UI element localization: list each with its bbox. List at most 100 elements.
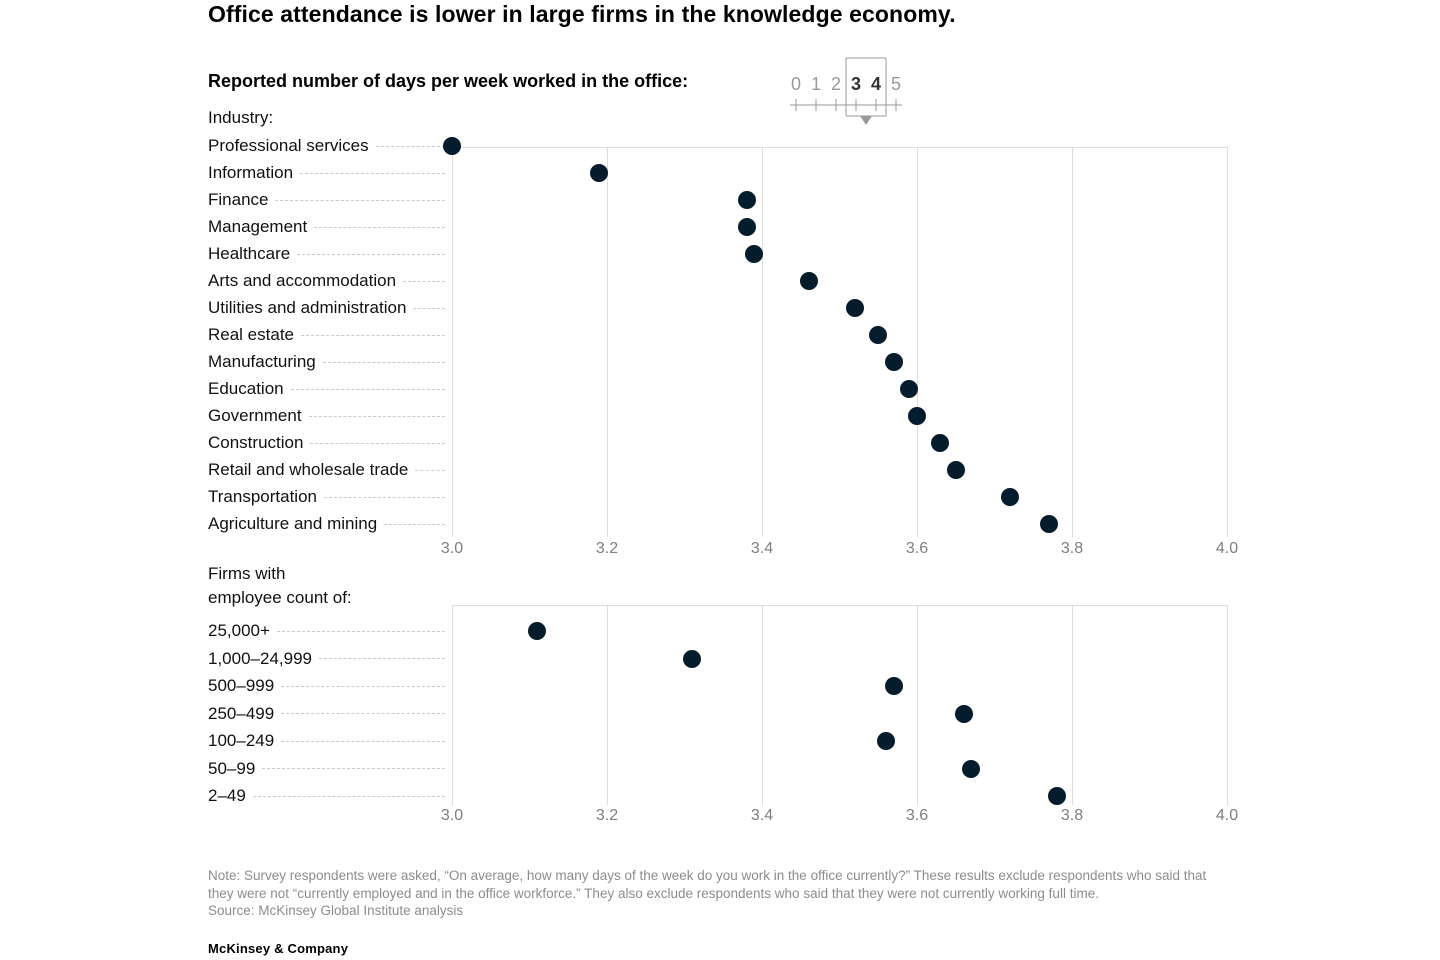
chart-subtitle: Reported number of days per week worked … — [208, 71, 689, 91]
category-label: Healthcare — [208, 244, 291, 263]
leader-line — [301, 334, 445, 336]
x-tick-label: 3.4 — [750, 540, 774, 557]
category-row: Transportation — [208, 484, 447, 510]
legend-number-highlighted: 3 — [851, 74, 861, 94]
leader-line — [281, 713, 445, 714]
category-label: 250–499 — [208, 703, 275, 723]
firm-size-group-label: Firms with employee count of: — [208, 564, 352, 607]
x-tick-label: 3.8 — [1060, 807, 1084, 824]
gridline — [1072, 605, 1073, 805]
leader-line — [319, 658, 445, 659]
data-dot — [955, 705, 973, 723]
category-label: 25,000+ — [208, 621, 270, 640]
gridline — [917, 605, 918, 805]
legend-number: 1 — [811, 74, 821, 94]
data-dot — [1040, 515, 1058, 533]
category-label: 100–249 — [208, 731, 275, 750]
gridline — [452, 605, 453, 805]
category-row: 25,000+ — [208, 618, 447, 644]
data-dot — [869, 326, 887, 344]
x-tick-label: 3.6 — [905, 807, 929, 824]
data-dot — [885, 353, 903, 371]
category-label: 2–49 — [208, 786, 246, 805]
leader-line — [262, 768, 445, 769]
legend-number: 5 — [891, 74, 901, 94]
leader-line — [308, 415, 445, 417]
gridline — [762, 147, 763, 537]
leader-line — [323, 496, 445, 498]
category-label: Retail and wholesale trade — [208, 460, 409, 479]
chart-title: Office attendance is lower in large firm… — [208, 1, 956, 27]
x-tick-label: 3.6 — [905, 540, 929, 557]
leader-line — [275, 199, 445, 201]
panel-top-rule — [452, 147, 1227, 148]
data-dot — [683, 650, 701, 668]
category-row: 50–99 — [208, 756, 447, 782]
category-label: Government — [208, 406, 302, 425]
x-tick-label: 4.0 — [1215, 807, 1239, 824]
data-dot — [931, 434, 949, 452]
category-row: Agriculture and mining — [208, 511, 447, 537]
category-label: Arts and accommodation — [208, 271, 397, 290]
data-dot — [846, 299, 864, 317]
data-dot — [738, 218, 756, 236]
leader-line — [413, 307, 445, 309]
x-tick-label: 4.0 — [1215, 540, 1239, 557]
gridline — [1227, 147, 1228, 537]
category-label: Agriculture and mining — [208, 514, 378, 533]
leader-line — [322, 361, 445, 363]
data-dot — [800, 272, 818, 290]
gridline — [1072, 147, 1073, 537]
gridline — [762, 605, 763, 805]
category-label: Utilities and administration — [208, 298, 407, 317]
category-label: 1,000–24,999 — [208, 648, 312, 668]
leader-line — [375, 145, 445, 147]
leader-line — [384, 523, 445, 525]
leader-line — [300, 172, 445, 174]
category-label: Education — [208, 379, 284, 398]
data-dot — [443, 137, 461, 155]
data-dot — [885, 677, 903, 695]
category-label: Manufacturing — [208, 352, 316, 371]
category-label: Information — [208, 163, 294, 182]
gridline — [607, 605, 608, 805]
category-label: 500–999 — [208, 676, 275, 695]
industry-group-label: Industry: — [208, 108, 274, 127]
data-dot — [900, 380, 918, 398]
x-tick-label: 3.4 — [750, 807, 774, 824]
category-row: Government — [208, 403, 447, 429]
leader-line — [281, 740, 445, 742]
category-row: Manufacturing — [208, 349, 447, 375]
category-label: Construction — [208, 433, 304, 452]
category-label: Management — [208, 217, 308, 236]
brand-footer: McKinsey & Company — [208, 941, 349, 956]
data-dot — [908, 407, 926, 425]
category-label: Finance — [208, 190, 269, 209]
panel-top-rule — [452, 605, 1227, 606]
leader-line — [314, 226, 445, 228]
x-tick-label: 3.8 — [1060, 540, 1084, 557]
leader-line — [415, 469, 445, 471]
data-dot — [947, 461, 965, 479]
data-dot — [590, 164, 608, 182]
category-label: Professional services — [208, 136, 369, 155]
leader-line — [297, 253, 445, 255]
category-row: 2–49 — [208, 783, 447, 809]
data-dot — [738, 191, 756, 209]
leader-line — [403, 280, 445, 282]
data-dot — [745, 245, 763, 263]
gridline — [607, 147, 608, 537]
legend-number-highlighted: 4 — [871, 74, 881, 94]
x-tick-label: 3.0 — [440, 540, 464, 557]
category-row: Arts and accommodation — [208, 268, 447, 294]
x-tick-label: 3.2 — [595, 540, 619, 557]
category-row: 1,000–24,999 — [208, 646, 447, 672]
category-row: Finance — [208, 187, 447, 213]
leader-line — [290, 388, 445, 390]
chart-source: Source: McKinsey Global Institute analys… — [208, 903, 464, 918]
category-row: Healthcare — [208, 241, 447, 267]
